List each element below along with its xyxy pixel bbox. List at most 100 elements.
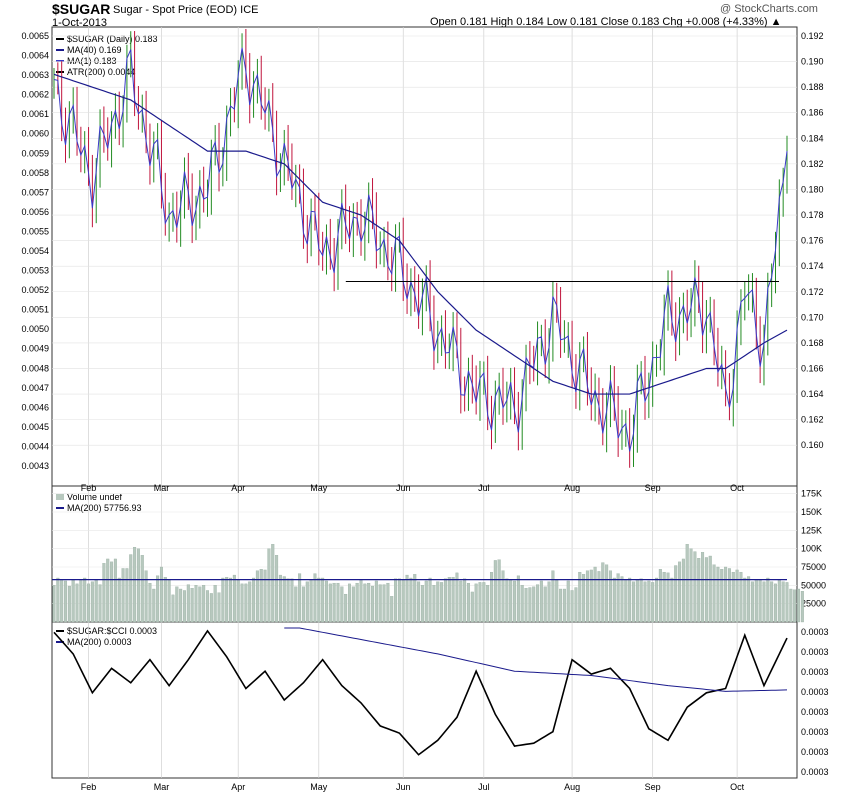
x-tick-label: May [310, 483, 328, 493]
x-tick-label: Oct [730, 782, 745, 792]
left-y-tick-label: 0.0044 [21, 441, 49, 451]
left-y-tick-label: 0.0048 [21, 363, 49, 373]
volume-bar [773, 583, 777, 623]
x-tick-label: Oct [730, 483, 745, 493]
cci-y-tick-label: 0.0003 [801, 687, 829, 697]
volume-bar [217, 592, 221, 623]
volume-bar [386, 582, 390, 623]
volume-bar [102, 563, 106, 623]
x-tick-label: Apr [231, 483, 245, 493]
volume-bar [98, 584, 102, 623]
stockcharts-brand[interactable]: @ StockCharts.com [720, 3, 818, 15]
volume-bar [474, 583, 478, 623]
x-tick-label: Feb [81, 483, 97, 493]
volume-bar [455, 572, 459, 623]
volume-bar [248, 581, 252, 623]
volume-bar [355, 582, 359, 623]
volume-bar [597, 571, 601, 623]
volume-bar [666, 572, 670, 623]
right-y-tick-label: 0.170 [801, 312, 824, 322]
volume-bar [497, 559, 501, 623]
volume-bar [770, 581, 774, 623]
x-tick-label: Mar [154, 483, 170, 493]
volume-y-tick-label: 175K [801, 489, 822, 499]
volume-bar [555, 580, 559, 623]
x-tick-label: Aug [564, 782, 580, 792]
cci-y-tick-label: 0.0003 [801, 647, 829, 657]
atr-legend-label: ATR(200) 0.0044 [67, 66, 136, 77]
volume-bar [328, 583, 332, 623]
volume-bar [321, 577, 325, 623]
volume-bar [232, 574, 236, 623]
left-y-tick-label: 0.0053 [21, 266, 49, 276]
volume-bar [351, 586, 355, 623]
volume-bar [83, 577, 87, 623]
volume-bar [278, 574, 282, 623]
volume-bar [159, 566, 163, 623]
volume-bar [486, 585, 490, 623]
ma1-legend-swatch [56, 59, 64, 62]
volume-bar [520, 585, 524, 623]
volume-bar [712, 564, 716, 623]
volume-legend: Volume undef MA(200) 57756.93 [56, 491, 142, 513]
volume-bar [156, 575, 160, 623]
volume-bar [336, 582, 340, 623]
volume-bar [209, 593, 213, 623]
right-y-tick-label: 0.178 [801, 210, 824, 220]
volume-bar [348, 583, 351, 623]
volume-ma-legend-swatch [56, 506, 64, 509]
volume-bar [635, 579, 639, 623]
left-y-tick-label: 0.0058 [21, 168, 49, 178]
volume-bar [420, 585, 424, 623]
volume-bar [198, 586, 202, 623]
volume-bar [382, 584, 386, 623]
volume-bar [194, 585, 198, 623]
cci-y-tick-label: 0.0003 [801, 767, 829, 777]
volume-bar [324, 580, 328, 623]
volume-bar [344, 593, 348, 623]
volume-bar [363, 583, 367, 623]
volume-y-tick-label: 100K [801, 544, 822, 554]
volume-bar [789, 588, 793, 623]
volume-bar [620, 576, 624, 623]
volume-bar [64, 580, 68, 623]
volume-bar [367, 582, 371, 623]
cci-y-tick-label: 0.0003 [801, 727, 829, 737]
x-tick-label: Jul [478, 782, 490, 792]
volume-bar [651, 582, 655, 623]
volume-bar [75, 583, 79, 623]
x-tick-label: Mar [154, 782, 170, 792]
volume-bar [547, 581, 551, 623]
volume-bar [240, 583, 244, 623]
x-tick-label: Apr [231, 782, 245, 792]
volume-bar [724, 566, 728, 623]
volume-bar [643, 581, 647, 623]
volume-bar [259, 569, 263, 623]
x-tick-label: May [310, 782, 328, 792]
volume-bar [681, 558, 685, 623]
volume-bar [612, 577, 616, 623]
volume-bar [340, 586, 344, 623]
volume-bar [708, 555, 712, 623]
volume-bar [493, 560, 497, 623]
volume-bar [305, 581, 309, 623]
volume-bar [301, 586, 305, 623]
volume-legend-swatch [56, 493, 64, 500]
cci-ma-legend-swatch [56, 640, 64, 643]
left-y-tick-label: 0.0049 [21, 344, 49, 354]
volume-bar [678, 561, 682, 623]
volume-bar [766, 577, 770, 623]
volume-bar [405, 574, 409, 623]
volume-bar [255, 570, 259, 623]
volume-bar [371, 585, 375, 623]
volume-bar [578, 571, 582, 623]
cci-y-tick-label: 0.0003 [801, 707, 829, 717]
right-y-tick-label: 0.180 [801, 184, 824, 194]
volume-bar [390, 596, 394, 623]
volume-bar [190, 588, 194, 623]
volume-bar [747, 576, 751, 623]
volume-bar [428, 577, 432, 623]
x-tick-label: Jul [478, 483, 490, 493]
volume-bar [631, 581, 635, 623]
volume-bar [290, 578, 294, 623]
